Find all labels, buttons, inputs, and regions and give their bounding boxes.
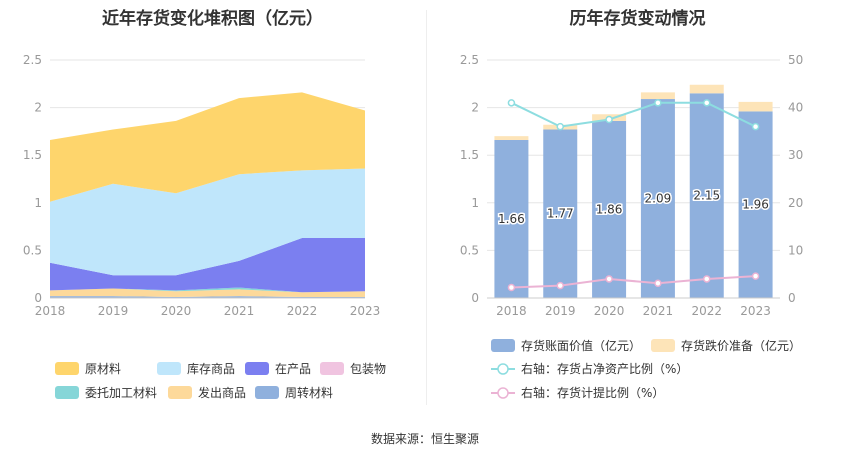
right-y2-tick: 10 — [788, 243, 803, 257]
left-x-tick: 2019 — [98, 304, 129, 318]
bar-book-value — [592, 120, 627, 298]
legend-swatch-周转材料 — [255, 386, 279, 399]
bar-book-value — [640, 99, 675, 298]
area-原材料 — [50, 92, 365, 202]
left-chart-title: 近年存货变化堆积图（亿元） — [102, 9, 323, 29]
right-y2-tick: 30 — [788, 148, 803, 162]
right-y-tick: 2.5 — [460, 53, 479, 67]
line-point — [507, 99, 516, 107]
line-point — [703, 275, 711, 283]
line-右轴：存货计提比例（%） — [511, 275, 756, 289]
left-x-tick: 2020 — [161, 304, 192, 318]
legend-label-book-value: 存货账面价值（亿元） — [521, 338, 641, 353]
left-y-tick: 1.5 — [23, 148, 42, 162]
right-x-tick: 2021 — [643, 304, 674, 318]
legend-line-marker — [497, 387, 509, 399]
left-x-tick: 2021 — [224, 304, 255, 318]
right-x-tick: 2019 — [545, 304, 576, 318]
legend-label-在产品: 在产品 — [275, 362, 311, 376]
legend-label-周转材料: 周转材料 — [285, 385, 333, 400]
bar-book-value — [689, 93, 724, 298]
right-x-tick: 2022 — [691, 304, 722, 318]
right-chart-title: 历年存货变动情况 — [569, 9, 706, 29]
right-y-tick: 1 — [471, 196, 479, 210]
left-y-tick: 2 — [34, 101, 42, 115]
bar-data-label: 2.15 — [693, 189, 720, 203]
right-y2-tick: 50 — [788, 53, 803, 67]
line-point — [654, 99, 662, 107]
bar-impairment — [494, 136, 529, 140]
line-右轴：存货占净资产比例（%） — [510, 101, 757, 128]
legend-label-原材料: 原材料 — [85, 362, 121, 376]
legend-label-包装物: 包装物 — [350, 362, 386, 376]
right-y-tick: 2 — [471, 101, 479, 115]
right-x-tick: 2020 — [594, 304, 625, 318]
bar-data-label: 1.96 — [742, 198, 769, 212]
line-point — [605, 115, 613, 124]
bar-data-label: 1.66 — [498, 212, 525, 226]
right-x-tick: 2018 — [496, 304, 527, 318]
legend-swatch-book-value — [491, 339, 515, 352]
bar-book-value — [738, 111, 773, 299]
line-point — [654, 279, 662, 287]
data-source: 数据来源：恒生聚源 — [370, 432, 479, 446]
left-y-tick: 2.5 — [23, 53, 42, 67]
legend-swatch-原材料 — [55, 362, 79, 375]
legend-label-委托加工材料: 委托加工材料 — [85, 386, 157, 400]
line-point — [556, 281, 564, 290]
area-委托加工材料 — [50, 287, 365, 293]
legend-label-发出商品: 发出商品 — [198, 385, 246, 400]
legend-swatch-库存商品 — [157, 362, 181, 375]
bar-impairment — [689, 84, 724, 94]
legend-swatch-impairment — [651, 339, 675, 352]
bar-impairment — [738, 101, 773, 112]
left-x-tick: 2023 — [350, 304, 381, 318]
right-y2-tick: 40 — [788, 101, 803, 115]
left-x-tick: 2022 — [287, 304, 318, 318]
left-y-tick: 0 — [34, 291, 42, 305]
right-y2-tick: 0 — [788, 291, 796, 305]
bar-impairment — [640, 92, 675, 100]
left-y-tick: 0.5 — [23, 243, 42, 257]
line-point — [703, 99, 711, 107]
line-point — [556, 122, 564, 131]
bar-book-value — [494, 139, 529, 298]
bar-data-label: 1.77 — [547, 207, 574, 221]
legend-label-impairment: 存货跌价准备（亿元） — [681, 338, 801, 353]
legend-swatch-发出商品 — [168, 386, 192, 399]
line-point — [751, 122, 760, 131]
right-y-tick: 0.5 — [460, 243, 479, 257]
left-y-tick: 1 — [34, 196, 42, 210]
bar-data-label: 2.09 — [645, 192, 672, 206]
bar-book-value — [543, 129, 578, 298]
legend-swatch-委托加工材料 — [55, 386, 79, 399]
legend-label-line: 右轴：存货计提比例（%） — [521, 385, 664, 400]
bar-data-label: 1.86 — [596, 202, 623, 216]
area-在产品 — [50, 238, 365, 293]
right-y2-tick: 20 — [788, 196, 803, 210]
legend-label-line: 右轴：存货占净资产比例（%） — [521, 361, 688, 376]
right-y-tick: 0 — [471, 291, 479, 305]
left-x-tick: 2018 — [35, 304, 66, 318]
area-发出商品 — [50, 288, 365, 297]
legend-swatch-包装物 — [320, 362, 344, 375]
line-point — [605, 275, 613, 283]
legend-swatch-在产品 — [245, 362, 269, 375]
legend-label-库存商品: 库存商品 — [187, 361, 235, 376]
line-point — [507, 283, 516, 292]
line-point — [751, 272, 760, 280]
area-库存商品 — [50, 168, 365, 276]
panel-divider — [426, 10, 427, 405]
legend-line-marker — [497, 363, 509, 375]
right-x-tick: 2023 — [740, 304, 771, 318]
right-y-tick: 1.5 — [460, 148, 479, 162]
